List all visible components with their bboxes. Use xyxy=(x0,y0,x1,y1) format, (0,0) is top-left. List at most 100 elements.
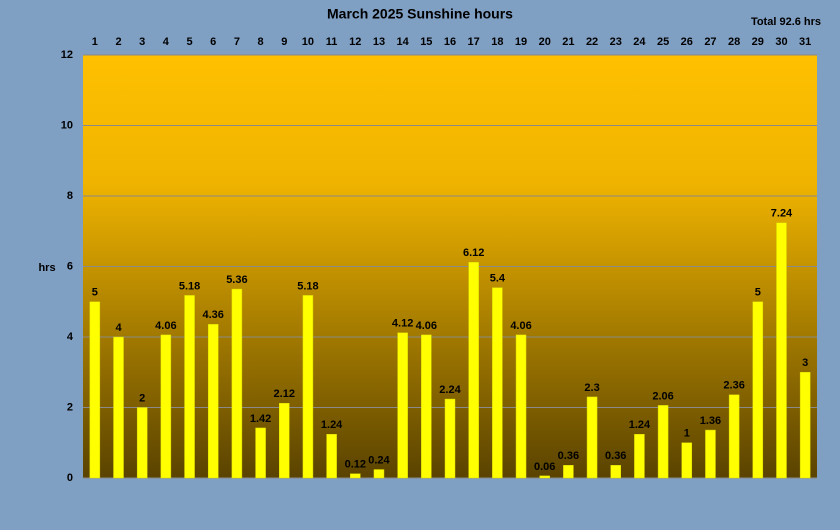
value-label: 4 xyxy=(115,322,122,334)
value-label: 5.18 xyxy=(297,280,318,292)
value-label: 0.06 xyxy=(534,461,555,473)
y-axis-label: hrs xyxy=(38,262,55,274)
x-tick-label: 21 xyxy=(562,36,574,48)
x-tick-label: 15 xyxy=(420,36,432,48)
x-tick-label: 29 xyxy=(752,36,764,48)
value-label: 4.12 xyxy=(392,318,413,330)
value-label: 5.36 xyxy=(226,274,247,286)
x-tick-label: 4 xyxy=(163,36,170,48)
x-tick-label: 20 xyxy=(539,36,551,48)
value-label: 0.12 xyxy=(345,459,366,471)
bar xyxy=(373,469,385,479)
x-tick-label: 3 xyxy=(139,36,145,48)
value-label: 0.36 xyxy=(605,450,626,462)
value-label: 2.06 xyxy=(652,390,673,402)
bar xyxy=(681,442,693,479)
bar xyxy=(705,429,716,479)
bar xyxy=(136,407,148,479)
value-label: 4.06 xyxy=(510,320,531,332)
value-label: 2.12 xyxy=(274,388,295,400)
y-tick-label: 2 xyxy=(67,401,73,413)
bar xyxy=(610,465,621,479)
x-tick-label: 5 xyxy=(186,36,192,48)
y-tick-label: 8 xyxy=(67,190,73,202)
x-tick-label: 7 xyxy=(234,36,240,48)
bar xyxy=(444,398,456,479)
bar xyxy=(231,288,243,479)
value-label: 1.36 xyxy=(700,415,721,427)
bar xyxy=(397,332,408,479)
value-label: 7.24 xyxy=(771,208,793,220)
x-tick-label: 31 xyxy=(799,36,811,48)
x-tick-label: 14 xyxy=(397,36,410,48)
bar xyxy=(776,222,787,479)
chart-title: March 2025 Sunshine hours xyxy=(327,6,513,22)
bar xyxy=(113,336,124,479)
x-tick-label: 18 xyxy=(491,36,503,48)
value-label: 1.24 xyxy=(321,419,343,431)
x-tick-label: 10 xyxy=(302,36,314,48)
bar xyxy=(279,403,290,479)
value-label: 0.24 xyxy=(368,454,390,466)
value-label: 2 xyxy=(139,392,145,404)
x-tick-label: 9 xyxy=(281,36,287,48)
x-tick-label: 8 xyxy=(258,36,264,48)
value-label: 3 xyxy=(802,357,808,369)
value-label: 2.36 xyxy=(723,380,744,392)
x-tick-label: 1 xyxy=(92,36,98,48)
x-tick-label: 6 xyxy=(210,36,216,48)
value-label: 4.06 xyxy=(416,320,437,332)
x-tick-label: 30 xyxy=(775,36,787,48)
bar xyxy=(634,434,645,479)
bar xyxy=(89,301,101,479)
x-tick-label: 2 xyxy=(115,36,121,48)
bar xyxy=(539,475,550,479)
x-tick-label: 24 xyxy=(633,36,646,48)
x-tick-label: 27 xyxy=(704,36,716,48)
value-label: 4.36 xyxy=(203,309,224,321)
y-tick-label: 10 xyxy=(61,119,73,131)
value-label: 2.3 xyxy=(584,382,599,394)
bar xyxy=(728,394,740,479)
bar xyxy=(207,324,219,479)
x-tick-label: 26 xyxy=(681,36,693,48)
x-tick-label: 16 xyxy=(444,36,456,48)
value-label: 5 xyxy=(92,287,98,299)
x-tick-label: 28 xyxy=(728,36,740,48)
bar xyxy=(421,334,432,479)
value-label: 1.42 xyxy=(250,413,271,425)
bar xyxy=(657,405,669,479)
bar xyxy=(350,473,361,479)
y-tick-label: 4 xyxy=(67,331,74,343)
value-label: 1 xyxy=(684,428,690,440)
x-tick-label: 12 xyxy=(349,36,361,48)
value-label: 0.36 xyxy=(558,450,579,462)
x-tick-label: 22 xyxy=(586,36,598,48)
value-label: 5.18 xyxy=(179,280,200,292)
value-label: 2.24 xyxy=(439,384,461,396)
x-tick-label: 23 xyxy=(610,36,622,48)
value-label: 5.4 xyxy=(490,273,506,285)
y-tick-label: 0 xyxy=(67,472,73,484)
bar xyxy=(515,334,527,479)
bar xyxy=(492,287,503,479)
bar xyxy=(255,427,266,479)
bar xyxy=(326,434,337,479)
x-tick-label: 19 xyxy=(515,36,527,48)
bar xyxy=(302,295,314,479)
bar xyxy=(160,334,172,479)
x-tick-label: 25 xyxy=(657,36,669,48)
y-tick-label: 6 xyxy=(67,260,73,272)
bar xyxy=(563,465,574,479)
x-tick-label: 17 xyxy=(468,36,480,48)
bar xyxy=(799,372,811,479)
x-tick-label: 13 xyxy=(373,36,385,48)
annotation: Total 92.6 hrs xyxy=(751,16,821,28)
value-label: 6.12 xyxy=(463,247,484,259)
x-tick-label: 11 xyxy=(326,36,338,48)
bar xyxy=(752,301,764,479)
bar xyxy=(586,396,598,479)
value-label: 4.06 xyxy=(155,320,176,332)
y-tick-label: 12 xyxy=(61,49,73,61)
